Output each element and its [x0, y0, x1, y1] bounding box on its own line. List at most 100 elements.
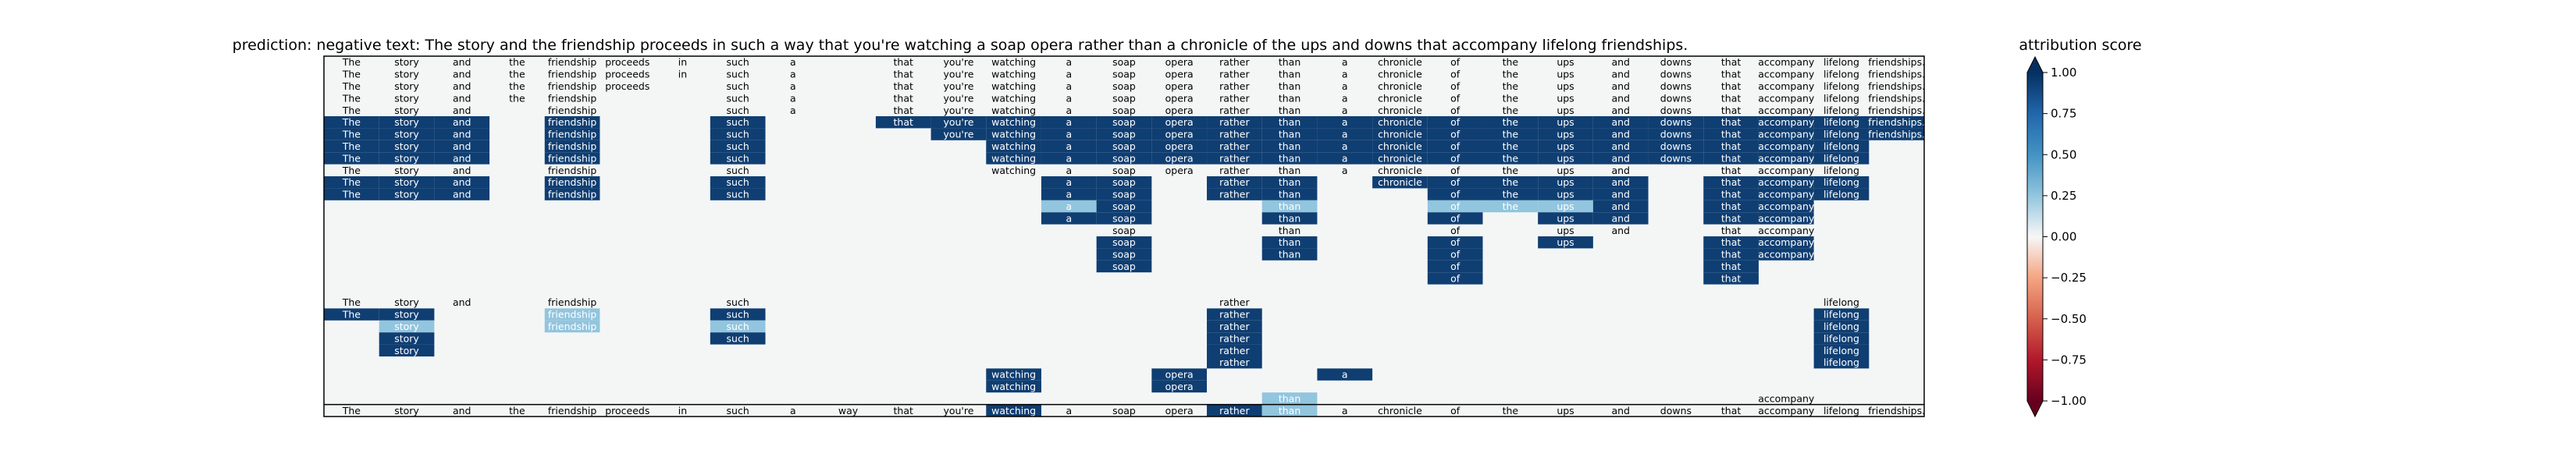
heatmap-cell	[324, 308, 379, 321]
token-label: than	[1279, 105, 1300, 116]
heatmap-cell	[1648, 128, 1704, 140]
heatmap-cell	[544, 320, 600, 333]
heatmap-cell	[1813, 116, 1870, 129]
heatmap-cell	[1758, 200, 1814, 213]
token-label: friendships.	[1868, 105, 1925, 116]
heatmap-cell	[1482, 152, 1539, 165]
token-label: and	[1611, 152, 1630, 164]
heatmap-cell	[1261, 404, 1318, 417]
token-label: that	[894, 56, 913, 68]
token-label: friendships.	[1868, 69, 1925, 80]
heatmap-cell	[1372, 116, 1428, 129]
heatmap-cell	[544, 176, 600, 189]
token-label: soap	[1112, 189, 1136, 200]
token-label: of	[1450, 69, 1461, 80]
token-label: accompany	[1758, 129, 1815, 140]
token-label: than	[1279, 405, 1300, 417]
token-label: The	[342, 129, 361, 140]
token-label: than	[1279, 392, 1300, 404]
token-label: of	[1450, 116, 1461, 128]
token-label: the	[1503, 129, 1519, 140]
token-label: such	[727, 116, 749, 128]
token-label: and	[453, 405, 471, 417]
heatmap-cell	[1482, 128, 1539, 140]
token-label: and	[453, 116, 471, 128]
token-label: a	[1066, 165, 1072, 176]
token-label: friendship	[548, 176, 596, 188]
heatmap-frame	[323, 55, 1925, 417]
heatmap-cell	[1648, 152, 1704, 165]
token-label: a	[1066, 152, 1072, 164]
token-label: accompany	[1758, 80, 1815, 92]
heatmap-cell	[379, 332, 435, 345]
token-label: and	[453, 189, 471, 200]
token-label: such	[727, 140, 749, 152]
token-label: soap	[1112, 69, 1136, 80]
token-label: a	[790, 80, 796, 92]
heatmap-cell	[1482, 188, 1539, 200]
heatmap-cell	[1813, 176, 1870, 189]
token-label: The	[342, 189, 361, 200]
colorbar-min-extend	[2027, 401, 2043, 417]
heatmap-cell	[434, 152, 490, 165]
token-label: the	[1503, 56, 1519, 68]
token-label: a	[790, 92, 796, 104]
token-label: soap	[1112, 129, 1136, 140]
token-label: than	[1279, 165, 1300, 176]
heatmap-cell	[379, 188, 435, 200]
heatmap-cell	[1427, 248, 1483, 261]
token-label: and	[453, 80, 471, 92]
token-label: of	[1450, 56, 1461, 68]
token-label: the	[1503, 140, 1519, 152]
chart-title: prediction: negative text: The story and…	[233, 37, 1688, 54]
token-label: lifelong	[1823, 405, 1859, 417]
heatmap-cell	[1427, 200, 1483, 213]
heatmap-cell	[1703, 272, 1759, 285]
token-label: downs	[1660, 105, 1692, 116]
heatmap-cell	[1041, 140, 1097, 153]
heatmap-cell	[1151, 152, 1208, 165]
token-label: downs	[1660, 56, 1692, 68]
token-label: soap	[1112, 80, 1136, 92]
token-label: of	[1450, 92, 1461, 104]
token-label: soap	[1112, 165, 1136, 176]
token-label: accompany	[1758, 56, 1815, 68]
token-label: opera	[1165, 92, 1194, 104]
heatmap-cell	[986, 380, 1041, 393]
token-label: ups	[1557, 116, 1574, 128]
token-label: lifelong	[1823, 165, 1859, 176]
token-label: the	[509, 69, 525, 80]
token-label: watching	[991, 152, 1036, 164]
token-label: friendship	[548, 92, 596, 104]
token-label: of	[1450, 165, 1461, 176]
token-label: friendship	[548, 80, 596, 92]
token-label: soap	[1112, 249, 1136, 261]
token-label: rather	[1219, 356, 1250, 368]
token-label: ups	[1557, 152, 1574, 164]
token-label: a	[1066, 176, 1072, 188]
token-label: such	[727, 405, 749, 417]
heatmap-cell	[1703, 188, 1759, 200]
heatmap-cell	[1096, 200, 1152, 213]
token-label: friendship	[548, 405, 596, 417]
heatmap-cell	[1869, 128, 1924, 140]
heatmap-cell	[1317, 140, 1373, 153]
token-label: the	[1503, 116, 1519, 128]
token-label: that	[894, 69, 913, 80]
heatmap-cell	[1427, 128, 1483, 140]
token-label: lifelong	[1823, 309, 1859, 321]
token-label: rather	[1219, 189, 1250, 200]
token-label: a	[1066, 405, 1072, 417]
heatmap-cell	[1427, 176, 1483, 189]
token-label: friendships.	[1868, 92, 1925, 104]
colorbar-tick-label: 0.00	[2051, 230, 2076, 244]
token-label: and	[453, 56, 471, 68]
token-label: lifelong	[1823, 80, 1859, 92]
token-label: rather	[1219, 105, 1250, 116]
heatmap-cell	[544, 116, 600, 129]
heatmap-cell	[1482, 116, 1539, 129]
token-label: chronicle	[1378, 165, 1422, 176]
token-label: and	[1611, 56, 1630, 68]
token-label: opera	[1165, 369, 1194, 381]
heatmap-cell	[1096, 152, 1152, 165]
